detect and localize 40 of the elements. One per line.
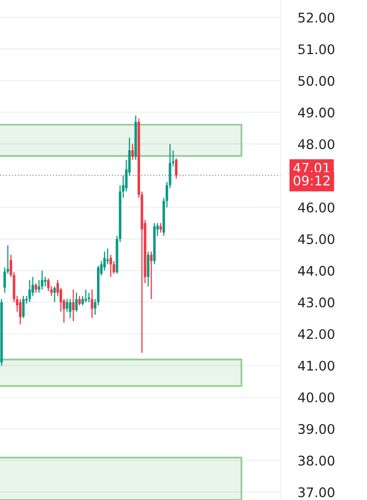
text: 09:12 [294,176,330,186]
y-tick-label: 51.00 [298,44,334,54]
candlestick [66,298,68,312]
candlestick [53,286,56,303]
candlestick [68,298,72,319]
candlestick [88,292,90,303]
candlestick [28,280,31,303]
candlestick [44,276,46,287]
y-tick-label: 40.00 [298,392,334,402]
candlestick [22,295,25,319]
candlestick [159,222,162,234]
candlestick [131,143,134,160]
candlestick [19,298,22,325]
candlestick [84,289,88,303]
candlestick [175,158,178,180]
candlestick [34,282,38,294]
y-tick-label: 42.00 [298,329,334,340]
candlestick [90,289,94,319]
candlestick [146,251,150,287]
candlestick [106,248,109,265]
candlestick [109,254,112,278]
y-tick-label: 50.00 [298,76,334,86]
y-tick-label: 38.00 [298,456,334,466]
y-tick-label: 52.00 [298,12,334,23]
candlestick [40,270,44,290]
y-tick-label: 48.00 [298,139,334,150]
y-tick-label: 43.00 [298,297,334,308]
y-tick-label: 49.00 [298,108,334,118]
candlestick [75,292,78,312]
candlestick [150,251,153,300]
candlestick [78,295,81,306]
y-tick-label: 39.00 [298,424,334,434]
candlestick [72,289,75,322]
y-tick-label: 41.00 [298,360,334,371]
y-tick-label: 44.00 [298,266,334,276]
y-tick-label: 46.00 [298,202,334,212]
candlestick [47,278,50,292]
y-tick-label: 45.00 [298,234,334,244]
y-tick-label: 37.00 [298,487,334,498]
candlestick [103,251,106,272]
